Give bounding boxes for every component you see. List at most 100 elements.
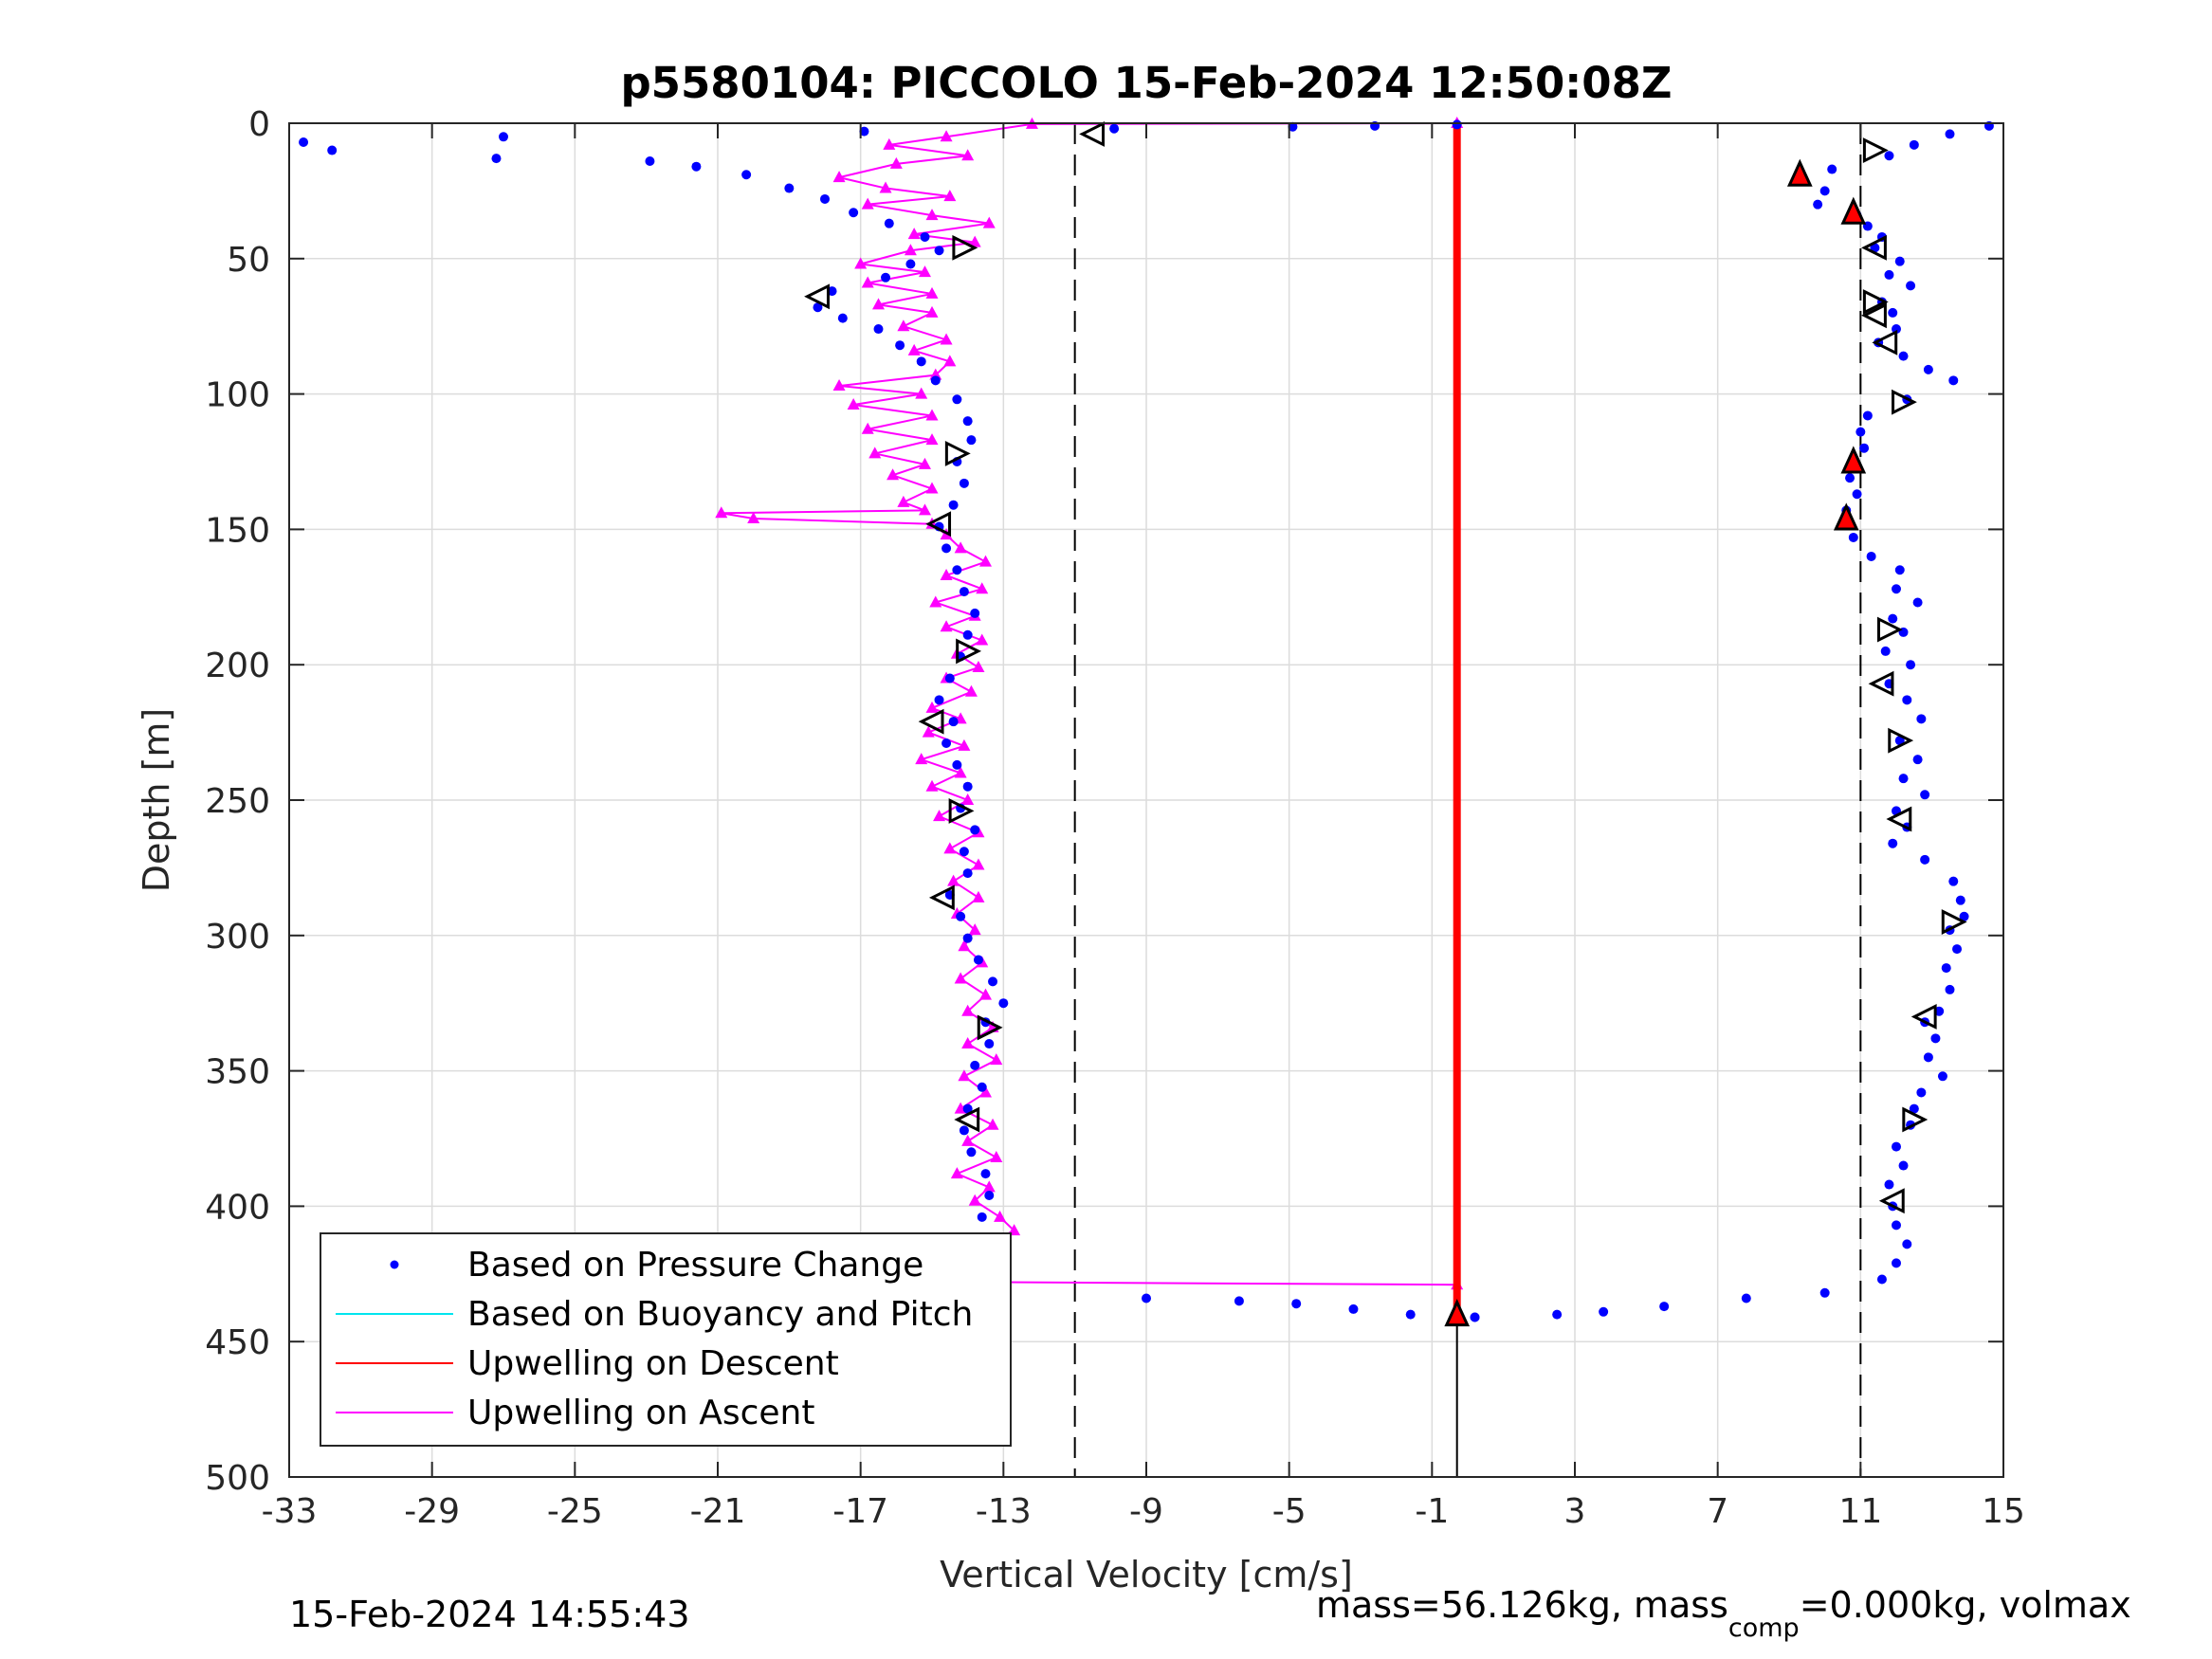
x-axis-ticks: -33 -29 -25 -21 -17 -13 -9 -5 -1 3 7 11 15 bbox=[262, 123, 2025, 1531]
direction-triangle-marker bbox=[1840, 446, 1867, 474]
y-tick-label: 150 bbox=[205, 511, 270, 550]
pressure-change-point bbox=[1866, 551, 1876, 561]
upwelling-ascent-marker bbox=[968, 923, 981, 936]
upwelling-ascent-marker bbox=[915, 753, 928, 765]
pressure-change-point bbox=[1862, 410, 1873, 421]
direction-markers bbox=[804, 120, 1967, 1327]
pressure-change-point bbox=[1892, 584, 1901, 594]
direction-triangle-marker bbox=[952, 234, 978, 261]
pressure-change-point bbox=[952, 565, 962, 575]
direction-triangle-marker bbox=[1910, 1004, 1937, 1030]
upwelling-ascent-marker bbox=[950, 1167, 963, 1179]
pressure-change-point bbox=[691, 161, 702, 172]
upwelling-ascent-marker bbox=[940, 333, 953, 345]
upwelling-ascent-marker bbox=[961, 793, 975, 805]
upwelling-ascent-marker bbox=[915, 387, 928, 399]
x-tick-label: -1 bbox=[1415, 1492, 1449, 1531]
upwelling-ascent-marker bbox=[925, 286, 939, 299]
upwelling-ascent-marker bbox=[940, 130, 953, 142]
pressure-change-point bbox=[1880, 646, 1891, 656]
pressure-change-point bbox=[1916, 714, 1927, 724]
pressure-change-point bbox=[1952, 944, 1963, 955]
upwelling-ascent-marker bbox=[982, 1180, 996, 1193]
y-tick-label: 250 bbox=[205, 782, 270, 821]
upwelling-ascent-marker bbox=[990, 1150, 1003, 1162]
pressure-change-point bbox=[1894, 256, 1905, 266]
y-tick-label: 350 bbox=[205, 1053, 270, 1092]
upwelling-ascent-marker bbox=[922, 725, 935, 738]
direction-triangle-marker bbox=[1840, 196, 1867, 225]
pressure-change-point bbox=[1845, 473, 1856, 483]
footer-mass-rest: =0.000kg, volmax bbox=[1800, 1584, 2131, 1626]
pressure-change-point bbox=[962, 629, 973, 640]
pressure-change-point bbox=[1552, 1309, 1563, 1320]
pressure-change-point bbox=[1813, 199, 1823, 210]
pressure-change-point bbox=[491, 154, 502, 164]
pressure-change-point bbox=[1909, 1103, 1919, 1114]
pressure-change-point bbox=[873, 324, 884, 335]
direction-triangle-marker bbox=[1862, 289, 1889, 315]
y-tick-label: 400 bbox=[205, 1188, 270, 1227]
pressure-change-point bbox=[952, 394, 962, 405]
pressure-change-point bbox=[962, 1103, 973, 1114]
upwelling-ascent-marker bbox=[933, 810, 946, 822]
pressure-change-point bbox=[970, 1060, 980, 1070]
upwelling-ascent-marker bbox=[972, 890, 985, 902]
pressure-change-point bbox=[920, 231, 930, 242]
direction-triangle-marker bbox=[1892, 389, 1917, 415]
legend-label-buoyancy: Based on Buoyancy and Pitch bbox=[467, 1295, 973, 1334]
direction-triangle-marker bbox=[1941, 909, 1967, 935]
upwelling-ascent-marker bbox=[847, 398, 860, 410]
direction-triangle-marker bbox=[1868, 670, 1894, 697]
legend-box bbox=[320, 1232, 1012, 1447]
direction-triangle-marker bbox=[1833, 502, 1859, 531]
pressure-change-point bbox=[1291, 1299, 1302, 1309]
pressure-change-point bbox=[948, 500, 959, 510]
direction-triangle-marker bbox=[1861, 302, 1887, 329]
upwelling-ascent-marker bbox=[961, 1004, 975, 1016]
pressure-change-point bbox=[905, 259, 916, 269]
upwelling-ascent-marker bbox=[925, 209, 939, 221]
direction-triangle-marker bbox=[925, 511, 952, 538]
upwelling-ascent-marker bbox=[907, 228, 921, 240]
y-tick-label: 300 bbox=[205, 918, 270, 957]
upwelling-ascent-marker bbox=[925, 409, 939, 421]
upwelling-ascent-marker bbox=[958, 738, 971, 751]
pressure-change-point bbox=[1945, 129, 1955, 139]
pressure-change-point bbox=[1888, 838, 1898, 848]
pressure-change-point bbox=[1923, 364, 1933, 374]
upwelling-ascent-marker bbox=[954, 541, 967, 554]
pressure-change-point bbox=[998, 998, 1009, 1009]
pressure-change-point bbox=[930, 375, 941, 386]
upwelling-ascent-marker bbox=[979, 555, 992, 567]
y-axis-ticks: 0 50 100 150 200 250 300 350 400 450 500 bbox=[205, 105, 2003, 1498]
upwelling-ascent-marker bbox=[947, 874, 960, 886]
upwelling-ascent-marker bbox=[907, 343, 921, 356]
pressure-change-point bbox=[1876, 1274, 1887, 1285]
upwelling-ascent-marker bbox=[861, 422, 874, 434]
pressure-change-point bbox=[1920, 854, 1930, 865]
direction-triangle-marker bbox=[948, 797, 975, 824]
pressure-change-point bbox=[962, 868, 973, 879]
upwelling-ascent-marker bbox=[986, 1118, 999, 1130]
upwelling-ascent-marker bbox=[925, 433, 939, 446]
upwelling-ascent-marker bbox=[868, 447, 882, 459]
x-tick-label: -33 bbox=[262, 1492, 318, 1531]
pressure-change-point bbox=[884, 218, 894, 228]
pressure-change-point bbox=[645, 155, 655, 166]
pressure-change-point bbox=[1819, 186, 1830, 196]
upwelling-ascent-marker bbox=[887, 468, 900, 481]
pressure-change-point bbox=[1659, 1302, 1670, 1312]
y-tick-label: 450 bbox=[205, 1323, 270, 1362]
upwelling-ascent-marker bbox=[854, 257, 868, 269]
pressure-change-point bbox=[1892, 324, 1901, 335]
pressure-change-point bbox=[1859, 443, 1870, 453]
pressure-change-point bbox=[1892, 1220, 1901, 1231]
pressure-change-point bbox=[881, 272, 891, 283]
upwelling-ascent-marker bbox=[976, 582, 989, 594]
footer-mass-info: mass=56.126kg, masscomp=0.000kg, volmax bbox=[1316, 1584, 2131, 1643]
upwelling-ascent-marker bbox=[990, 1053, 1003, 1066]
direction-triangle-marker bbox=[944, 441, 971, 466]
upwelling-ascent-marker bbox=[961, 1037, 975, 1049]
pressure-change-point bbox=[1884, 269, 1894, 280]
